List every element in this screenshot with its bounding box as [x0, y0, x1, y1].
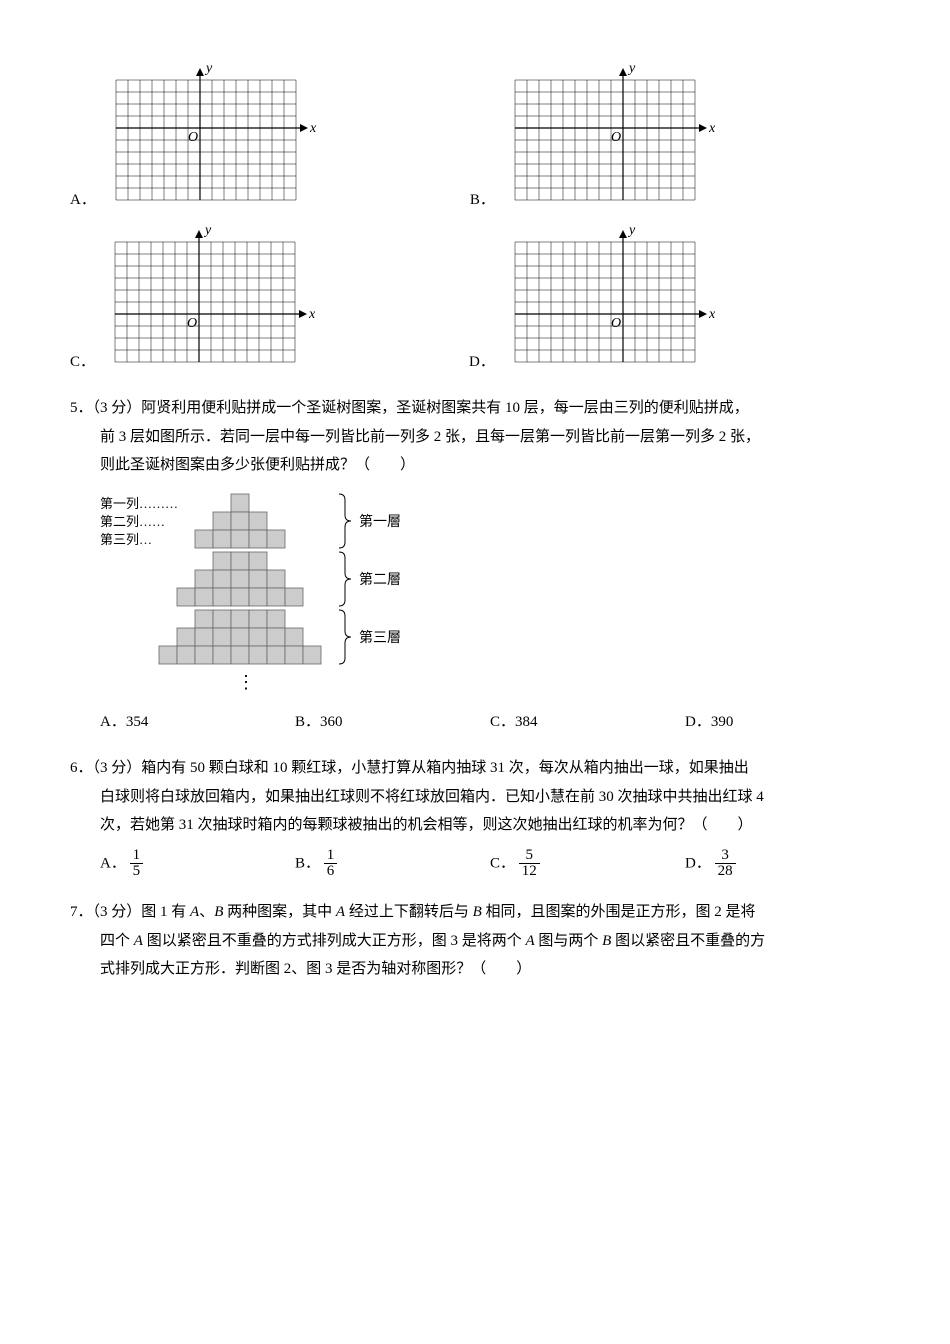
svg-text:x: x: [308, 307, 316, 322]
q-num: 5．: [70, 400, 93, 416]
svg-text:第一列………: 第一列………: [100, 496, 178, 511]
question-5: 5．（3 分）阿贤利用便利贴拼成一个圣诞树图案，圣诞树图案共有 10 层，每一层…: [70, 394, 880, 480]
question-7: 7．（3 分）图 1 有 A、B 两种图案，其中 A 经过上下翻转后与 B 相同…: [70, 898, 880, 984]
svg-text:第一層: 第一層: [359, 513, 401, 530]
q5-figure: 第一列……… 第二列…… 第三列… 第一層第二層第三層 ⋮: [70, 488, 880, 702]
svg-text:x: x: [309, 121, 317, 136]
q5-line1: 5．（3 分）阿贤利用便利贴拼成一个圣诞树图案，圣诞树图案共有 10 层，每一层…: [70, 394, 880, 423]
opt-label: C．: [70, 348, 95, 377]
opt-label: B．: [470, 186, 495, 215]
q5-line3: 则此圣诞树图案由多少张便利贴拼成？（ ）: [70, 451, 880, 480]
grid-B: y x O: [501, 60, 729, 214]
q6-line1: 6．（3 分）箱内有 50 颗白球和 10 颗红球，小慧打算从箱内抽球 31 次…: [70, 754, 880, 783]
grid-D: y x O: [501, 222, 729, 376]
tree-svg: 第一列……… 第二列…… 第三列… 第一層第二層第三層 ⋮: [100, 488, 429, 702]
q-num: 7．: [70, 904, 93, 920]
svg-text:O: O: [187, 316, 197, 331]
q-points: （3 分）: [93, 400, 142, 416]
svg-text:x: x: [708, 307, 716, 322]
q5-choices: A．354 B．360 C．384 D．390: [70, 708, 880, 737]
q6-choice-D: D． 328: [685, 848, 880, 881]
q5-choice-C: C．384: [490, 708, 685, 737]
choice-label: B．: [295, 855, 320, 871]
choice-label: D．: [685, 855, 711, 871]
q-points: （3 分）: [93, 904, 142, 920]
svg-text:第三層: 第三層: [359, 629, 401, 646]
svg-text:第二層: 第二層: [359, 571, 401, 588]
choice-label: A．: [100, 855, 126, 871]
opt-label: D．: [469, 348, 495, 377]
svg-text:x: x: [708, 121, 716, 136]
svg-text:第三列…: 第三列…: [100, 532, 152, 547]
fraction: 16: [324, 848, 338, 881]
opt-label: A．: [70, 186, 96, 215]
q6-choice-C: C． 512: [490, 848, 685, 881]
q4-option-D: D． y x O: [469, 222, 729, 376]
q5-text1: 阿贤利用便利贴拼成一个圣诞树图案，圣诞树图案共有 10 层，每一层由三列的便利贴…: [141, 400, 749, 416]
svg-text:y: y: [204, 61, 213, 76]
q7-line3: 式排列成大正方形．判断图 2、图 3 是否为轴对称图形？（ ）: [70, 955, 880, 984]
q5-choice-B: B．360: [295, 708, 490, 737]
svg-text:y: y: [203, 223, 212, 238]
choice-label: C．: [490, 855, 515, 871]
q7-line2: 四个 A 图以紧密且不重叠的方式排列成大正方形，图 3 是将两个 A 图与两个 …: [70, 927, 880, 956]
q4-option-C: C． y x O: [70, 222, 329, 376]
svg-text:O: O: [611, 130, 621, 145]
q6-text1: 箱内有 50 颗白球和 10 颗红球，小慧打算从箱内抽球 31 次，每次从箱内抽…: [141, 760, 749, 776]
svg-text:y: y: [627, 61, 636, 76]
q-num: 6．: [70, 760, 93, 776]
svg-text:第二列……: 第二列……: [100, 514, 165, 529]
q6-line3: 次，若她第 31 次抽球时箱内的每颗球被抽出的机会相等，则这次她抽出红球的机率为…: [70, 811, 880, 840]
question-6: 6．（3 分）箱内有 50 颗白球和 10 颗红球，小慧打算从箱内抽球 31 次…: [70, 754, 880, 840]
q-points: （3 分）: [93, 760, 142, 776]
fraction: 328: [715, 848, 736, 881]
q6-choices: A． 15 B． 16 C． 512 D． 328: [70, 848, 880, 881]
q5-choice-D: D．390: [685, 708, 880, 737]
grid-C: y x O: [101, 222, 329, 376]
q6-choice-A: A． 15: [100, 848, 295, 881]
svg-text:⋮: ⋮: [237, 672, 255, 692]
q7-line1: 7．（3 分）图 1 有 A、B 两种图案，其中 A 经过上下翻转后与 B 相同…: [70, 898, 880, 927]
q6-choice-B: B． 16: [295, 848, 490, 881]
q5-choice-A: A．354: [100, 708, 295, 737]
fraction: 15: [130, 848, 144, 881]
q4-option-B: B． y x O: [470, 60, 729, 214]
q5-line2: 前 3 层如图所示．若同一层中每一列皆比前一列多 2 张，且每一层第一列皆比前一…: [70, 423, 880, 452]
q4-options: A． y x O B． y x O C． y x O D． y x O: [70, 60, 880, 376]
svg-text:O: O: [611, 316, 621, 331]
svg-text:y: y: [627, 223, 636, 238]
svg-text:O: O: [188, 130, 198, 145]
fraction: 512: [519, 848, 540, 881]
grid-A: y x O: [102, 60, 330, 214]
q6-line2: 白球则将白球放回箱内，如果抽出红球则不将红球放回箱内．已知小慧在前 30 次抽球…: [70, 783, 880, 812]
q4-option-A: A． y x O: [70, 60, 330, 214]
